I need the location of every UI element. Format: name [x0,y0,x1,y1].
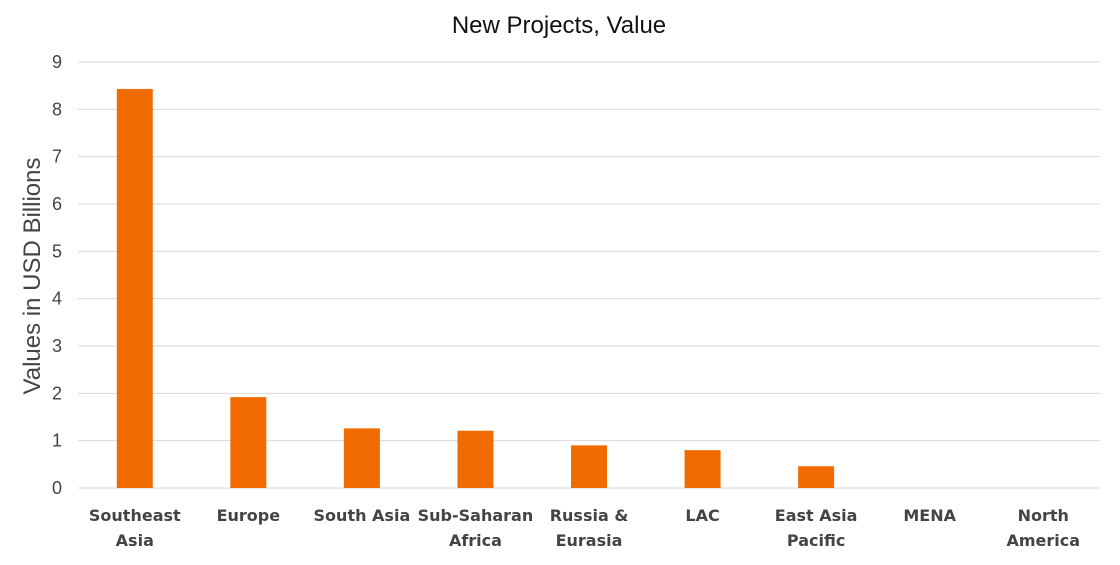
x-tick-label: East Asia Pacific [775,506,858,550]
bar-sub-saharan-africa [457,430,494,488]
bar-europe [230,397,267,488]
bar-russia-eurasia [571,445,607,488]
x-tick-label: Sub-Saharan Africa [418,506,534,550]
x-tick-label-line: Africa [449,531,502,550]
y-tick-label: 1 [52,431,62,451]
x-tick-label-line: North [1018,506,1069,525]
x-tick-label: MENA [903,506,956,525]
y-axis-label: Values in USD Billions [19,158,46,395]
y-axis-ticks: 0 1 2 3 4 5 6 7 8 9 [52,52,62,498]
x-tick-label: Europe [217,506,281,525]
y-tick-label: 0 [52,478,62,498]
x-tick-label: Southeast Asia [89,506,181,550]
x-tick-label-line: East Asia [775,506,858,525]
x-tick-label-line: MENA [903,506,956,525]
x-tick-label: South Asia [314,506,411,525]
x-tick-label-line: Southeast [89,506,181,525]
y-tick-label: 8 [52,99,62,119]
y-tick-label: 7 [52,147,62,167]
x-tick-label: North America [1006,506,1080,550]
y-tick-label: 6 [52,194,62,214]
bar-south-asia [343,428,380,488]
x-tick-label-line: Pacific [787,531,845,550]
x-tick-label-line: America [1006,531,1080,550]
y-tick-label: 5 [52,241,62,261]
x-tick-label-line: Russia & [550,506,629,525]
bar-series [116,88,835,488]
y-tick-label: 3 [52,336,62,356]
bar-lac [684,450,721,488]
x-tick-label: LAC [685,506,719,525]
y-tick-label: 2 [52,383,62,403]
x-tick-label: Russia & Eurasia [550,506,629,550]
x-tick-label-line: LAC [685,506,719,525]
x-tick-label-line: Sub-Saharan [418,506,534,525]
y-tick-label: 4 [52,289,62,309]
x-tick-label-line: Asia [116,531,154,550]
x-tick-label-line: South Asia [314,506,411,525]
y-tick-label: 9 [52,52,62,72]
x-tick-label-line: Europe [217,506,281,525]
bar-east-asia-pacific [798,466,835,488]
bar-southeast-asia [116,88,153,488]
x-axis-ticks: Southeast Asia Europe South Asia Sub-Saharan… [89,506,1080,550]
x-tick-label-line: Eurasia [556,531,623,550]
chart-title: New Projects, Value [452,12,666,39]
